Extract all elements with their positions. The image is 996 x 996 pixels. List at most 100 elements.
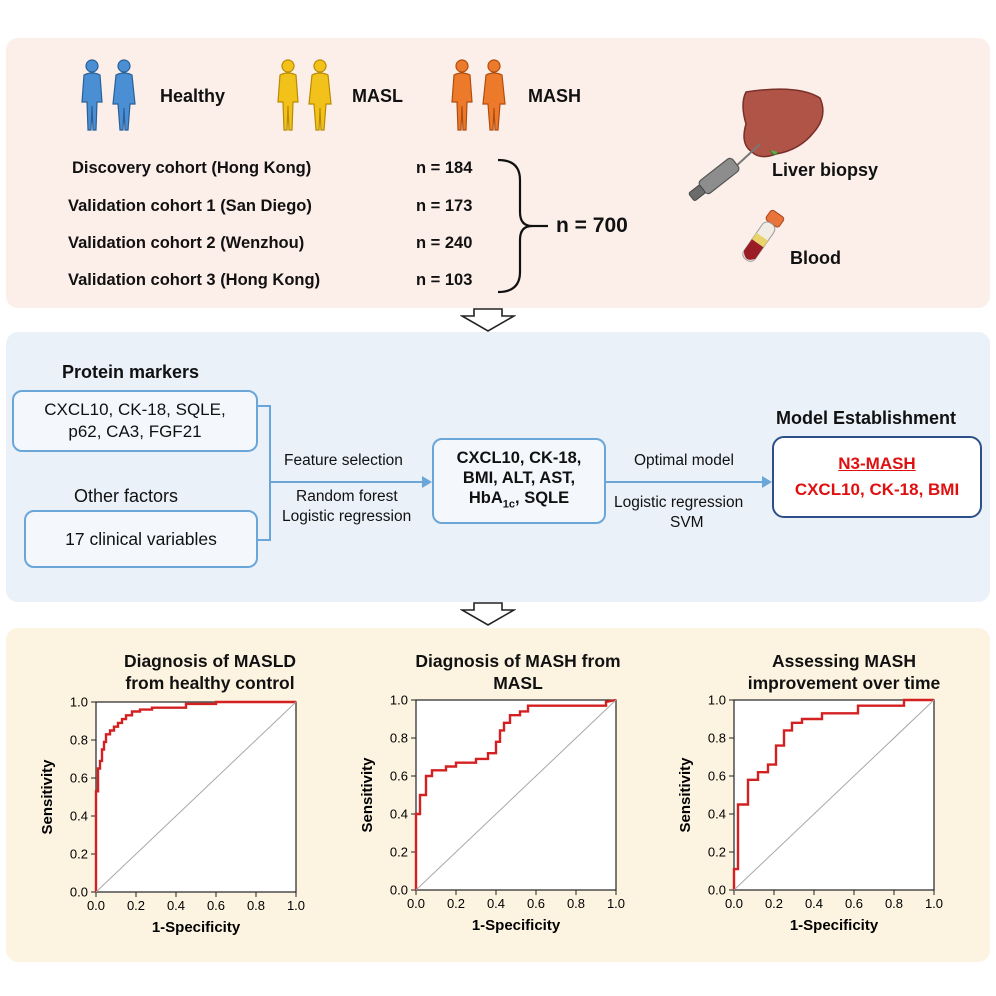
selected-features-line3: HbA1c, SQLE: [469, 488, 569, 514]
model-establishment-title: Model Establishment: [776, 408, 957, 428]
x-tick-label: 0.0: [725, 896, 743, 911]
reference-line: [733, 699, 935, 891]
x-tick-label: 0.8: [247, 898, 265, 913]
blood-tube-icon: [742, 209, 785, 262]
x-axis-label: 1-Specificity: [152, 919, 241, 936]
x-tick-label: 0.2: [447, 896, 465, 911]
x-axis-label: 1-Specificity: [790, 917, 879, 934]
cohort-label-validation-3: Validation cohort 3 (Hong Kong): [68, 271, 321, 289]
blood-label: Blood: [790, 248, 841, 268]
down-arrow-icon-1: [460, 308, 516, 332]
x-tick-label: 0.8: [885, 896, 903, 911]
cohort-brace: [497, 158, 548, 294]
cohort-label-validation-2: Validation cohort 2 (Wenzhou): [68, 234, 305, 252]
y-tick-label: 0.2: [390, 845, 408, 860]
legend-masl: MASL: [352, 86, 403, 106]
model-box: N3-MASH CXCL10, CK-18, BMI: [772, 436, 982, 518]
selected-features-line2: BMI, ALT, AST,: [462, 468, 576, 487]
roc-curve: [414, 698, 617, 890]
y-axis-label: Sensitivity: [359, 757, 376, 833]
x-tick-label: 0.4: [805, 896, 823, 911]
mash-people-icon: [451, 59, 506, 131]
x-tick-label: 1.0: [607, 896, 625, 911]
chart-2-title-line1: Diagnosis of MASH from: [415, 651, 621, 671]
cohort-n-discovery: n = 184: [416, 159, 473, 177]
sqle-text: , SQLE: [515, 488, 570, 507]
y-axis-label: Sensitivity: [39, 759, 56, 835]
y-tick-label: 0.8: [708, 731, 726, 746]
x-tick-label: 0.4: [487, 896, 505, 911]
other-factors-title: Other factors: [74, 486, 179, 506]
x-tick-label: 0.8: [567, 896, 585, 911]
x-tick-label: 0.6: [845, 896, 863, 911]
roc-chart-masld: 0.00.0 0.2 0.2 0.4 0.4 0.6 0.6 0.8 0.8 1.0 1.0 1-Sp…: [39, 696, 305, 936]
roc-chart-mash: 0.00.0 0.2 0.2 0.4 0.4 0.6 0.6 0.8 0.8 1.0 1.0 1-Sp…: [359, 694, 625, 934]
svm-label: SVM: [670, 514, 704, 531]
protein-markers-line2: p62, CA3, FGF21: [68, 422, 202, 441]
y-tick-label: 0.4: [390, 807, 408, 822]
y-tick-label: 0.0: [708, 883, 726, 898]
selected-features-line1: CXCL10, CK-18,: [456, 448, 582, 467]
optimal-model-label: Optimal model: [634, 452, 734, 469]
protein-markers-title: Protein markers: [62, 362, 200, 382]
roc-curve: [732, 698, 934, 890]
x-tick-label: 1.0: [287, 898, 305, 913]
protein-markers-line1: CXCL10, CK-18, SQLE,: [44, 400, 226, 419]
optimal-model-arrow: [606, 476, 772, 488]
y-tick-label: 0.2: [70, 847, 88, 862]
total-n: n = 700: [556, 214, 628, 237]
logistic-regression-label-2: Logistic regression: [614, 494, 744, 511]
clinical-variables-box: 17 clinical variables: [24, 510, 258, 568]
y-tick-label: 0.4: [708, 807, 726, 822]
x-tick-label: 0.2: [127, 898, 145, 913]
feature-selection-label: Feature selection: [284, 452, 403, 469]
chart-3-title-line2: improvement over time: [747, 673, 941, 693]
y-tick-label: 1.0: [390, 694, 408, 708]
y-axis-label: Sensitivity: [677, 757, 694, 833]
random-forest-label: Random forest: [296, 488, 398, 505]
roc-chart-improvement: 0.00.0 0.2 0.2 0.4 0.4 0.6 0.6 0.8 0.8 1.0 1.0 1-Sp…: [677, 694, 943, 934]
x-tick-label: 0.6: [207, 898, 225, 913]
model-name: N3-MASH: [838, 454, 916, 473]
y-tick-label: 0.4: [70, 809, 88, 824]
chart-2-title-line2: MASL: [493, 673, 543, 693]
roc-curve: [94, 700, 296, 892]
protein-markers-box: CXCL10, CK-18, SQLE, p62, CA3, FGF21: [12, 390, 258, 452]
merge-connector: [258, 405, 432, 541]
y-tick-label: 0.8: [390, 731, 408, 746]
chart-1-title-line1: Diagnosis of MASLD: [123, 651, 297, 671]
y-tick-label: 0.0: [390, 883, 408, 898]
y-tick-label: 0.6: [70, 771, 88, 786]
reference-line: [95, 701, 297, 893]
y-tick-label: 0.6: [390, 769, 408, 784]
cohort-n-validation-2: n = 240: [416, 234, 473, 252]
liver-biopsy-label: Liver biopsy: [772, 160, 879, 180]
x-tick-label: 0.6: [527, 896, 545, 911]
chart-2-title: Diagnosis of MASH from MASL: [368, 650, 668, 694]
y-tick-label: 0.8: [70, 733, 88, 748]
clinical-variables-text: 17 clinical variables: [65, 528, 217, 549]
down-arrow-icon-2: [460, 602, 516, 626]
y-tick-label: 0.6: [708, 769, 726, 784]
liver-biopsy-icon: [688, 88, 824, 201]
cohort-n-validation-3: n = 103: [416, 271, 473, 289]
chart-3-title: Assessing MASH improvement over time: [694, 650, 994, 694]
model-variables: CXCL10, CK-18, BMI: [794, 480, 960, 499]
x-axis-label: 1-Specificity: [472, 917, 561, 934]
reference-line: [415, 699, 617, 891]
y-tick-label: 0.0: [70, 885, 88, 900]
y-tick-label: 1.0: [708, 694, 726, 708]
healthy-people-icon: [81, 59, 136, 131]
legend-mash: MASH: [528, 86, 581, 106]
masl-people-icon: [277, 59, 332, 131]
cohort-label-validation-1: Validation cohort 1 (San Diego): [68, 197, 312, 215]
x-tick-label: 0.0: [407, 896, 425, 911]
hba-subscript: 1c: [502, 498, 516, 511]
y-tick-label: 1.0: [70, 696, 88, 710]
cohort-label-discovery: Discovery cohort (Hong Kong): [72, 159, 312, 177]
logistic-regression-label-1: Logistic regression: [282, 508, 412, 525]
x-tick-label: 1.0: [925, 896, 943, 911]
chart-3-title-line1: Assessing MASH: [772, 651, 916, 671]
cohort-n-validation-1: n = 173: [416, 197, 473, 215]
chart-1-title-line2: from healthy control: [125, 673, 295, 693]
